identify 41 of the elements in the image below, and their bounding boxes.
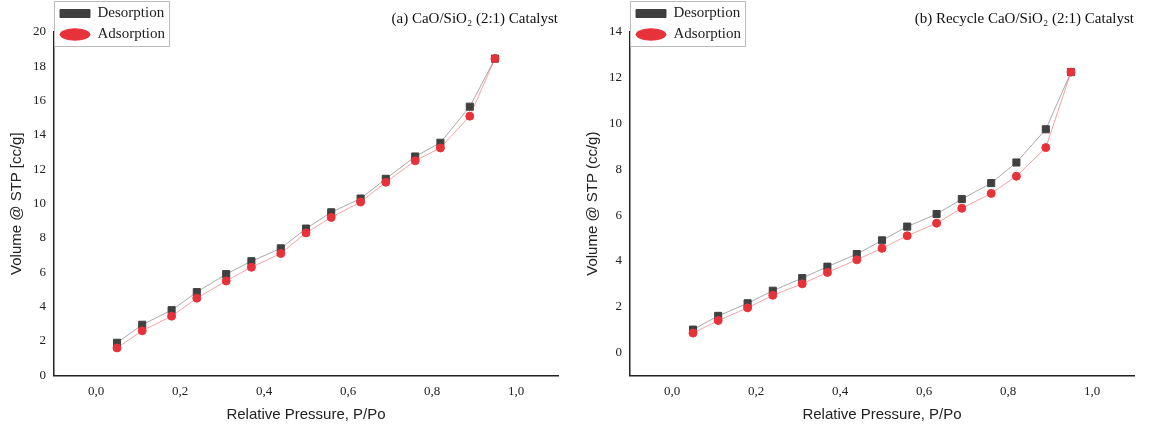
y-axis-title: Volume @ STP (cc/g) [583, 131, 601, 276]
legend-label: Adsorption [673, 25, 742, 42]
legend-label: Desorption [97, 4, 165, 21]
y-tick-label: 8 [39, 229, 46, 245]
x-tick-label: 1,0 [1083, 382, 1101, 398]
legend-label: Desorption [673, 4, 741, 21]
y-tick-label: 0 [39, 366, 46, 382]
x-tick-label: 0,2 [171, 382, 189, 398]
y-tick-label: 0 [615, 343, 622, 359]
y-tick-label: 6 [615, 206, 623, 222]
x-tick-label: 0,2 [747, 382, 765, 398]
y-tick-label: 12 [609, 69, 622, 85]
y-tick-label: 14 [609, 23, 623, 39]
x-axis-title: Relative Pressure, P/Po [226, 405, 386, 423]
y-tick-label: 14 [33, 126, 47, 142]
chart-title: (a) CaO/SiO₂ (2:1) Catalyst [391, 9, 559, 27]
legend-label: Adsorption [97, 25, 166, 42]
y-tick-label: 12 [33, 160, 46, 176]
chart-title: (b) Recycle CaO/SiO₂ (2:1) Catalyst [914, 9, 1135, 27]
x-tick-label: 0,4 [831, 382, 849, 398]
y-tick-label: 2 [615, 298, 622, 314]
x-tick-label: 1,0 [507, 382, 525, 398]
y-axis-title: Volume @ STP [cc/g] [7, 132, 25, 275]
y-tick-label: 18 [33, 57, 46, 73]
y-tick-label: 4 [615, 252, 623, 268]
x-tick-label: 0,0 [663, 382, 681, 398]
y-tick-label: 8 [615, 160, 622, 176]
x-tick-label: 0,6 [339, 382, 357, 398]
y-tick-label: 2 [39, 332, 46, 348]
y-tick-label: 4 [39, 298, 47, 314]
y-tick-label: 6 [39, 263, 47, 279]
x-tick-label: 0,4 [255, 382, 273, 398]
x-tick-label: 0,6 [915, 382, 933, 398]
x-tick-label: 0,8 [423, 382, 441, 398]
x-tick-label: 0,0 [87, 382, 105, 398]
y-tick-label: 10 [33, 195, 46, 211]
y-tick-label: 16 [33, 92, 47, 108]
y-tick-label: 20 [33, 23, 46, 39]
x-tick-label: 0,8 [999, 382, 1017, 398]
x-axis-title: Relative Pressure, P/Po [802, 405, 962, 423]
y-tick-label: 10 [609, 115, 622, 130]
